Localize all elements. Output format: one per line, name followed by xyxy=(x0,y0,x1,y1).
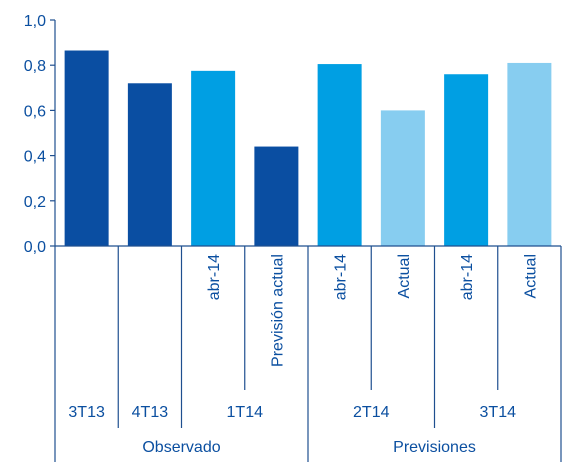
y-tick-label: 0,2 xyxy=(24,194,46,211)
y-tick-label: 0,6 xyxy=(24,103,46,120)
bar xyxy=(254,146,299,246)
bar-label: abr-14 xyxy=(459,254,476,300)
bar xyxy=(507,62,552,246)
bar-label: Previsión actual xyxy=(269,254,286,367)
x-axis: abr-14 Previsión actual abr-14 Actual abr-14… xyxy=(54,245,562,462)
bar-label: abr-14 xyxy=(206,254,223,300)
bar-label: Actual xyxy=(522,254,539,298)
y-tick-label: 0,4 xyxy=(24,149,46,166)
period-label: 3T14 xyxy=(480,404,517,421)
bar-label: Actual xyxy=(396,254,413,298)
y-tick-label: 0,8 xyxy=(24,58,46,75)
y-tick-label: 1,0 xyxy=(24,13,46,30)
period-label: 1T14 xyxy=(227,404,264,421)
period-label: 3T13 xyxy=(68,404,105,421)
period-label: 2T14 xyxy=(353,404,390,421)
bar xyxy=(380,110,425,247)
group-label: Observado xyxy=(142,439,220,456)
bar xyxy=(127,83,172,246)
y-tick-label: 0,0 xyxy=(24,239,46,256)
bar xyxy=(317,64,362,246)
bars xyxy=(64,50,552,247)
bar xyxy=(444,74,489,247)
bar-label: abr-14 xyxy=(333,254,350,300)
bar xyxy=(191,70,236,246)
period-label: 4T13 xyxy=(132,404,169,421)
bar xyxy=(64,50,109,247)
y-axis: 0,0 0,2 0,4 0,6 0,8 1,0 xyxy=(24,13,56,256)
group-label: Previsiones xyxy=(393,439,476,456)
